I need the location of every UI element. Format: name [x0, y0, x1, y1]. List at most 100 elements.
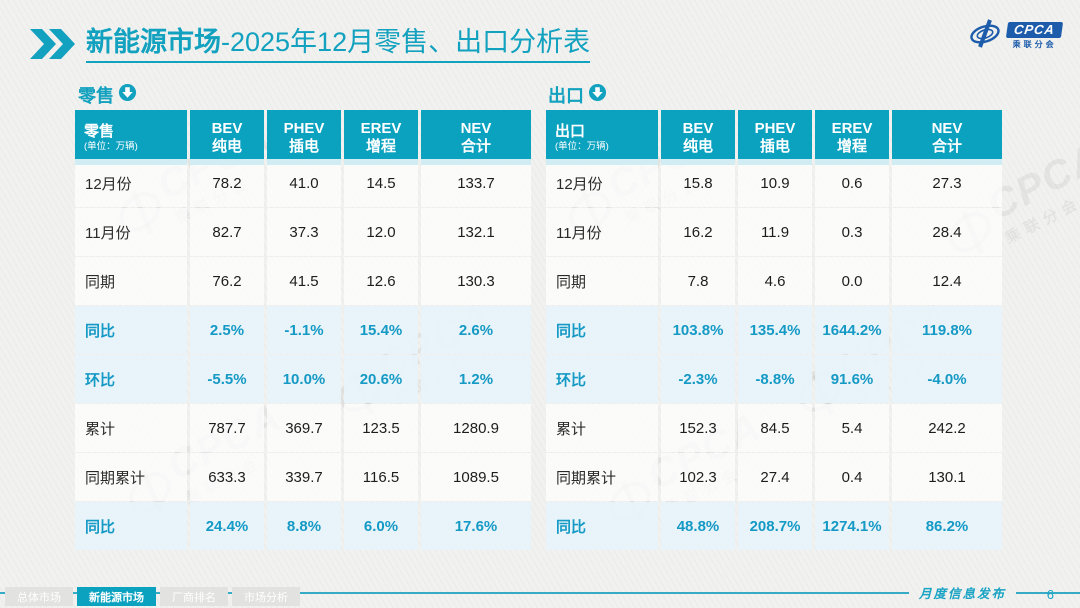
column-header: NEV 合计 — [421, 110, 531, 165]
row-label: 同比 — [75, 502, 187, 550]
cell-value: 0.3 — [815, 208, 889, 256]
column-header: BEV 纯电 — [661, 110, 735, 165]
footer-tab-新能源市场[interactable]: 新能源市场 — [77, 587, 156, 606]
row-label: 同期 — [546, 257, 658, 305]
column-header: BEV 纯电 — [190, 110, 264, 165]
cell-value: 11.9 — [738, 208, 812, 256]
cell-value: 6.0% — [344, 502, 418, 550]
cell-value: 17.6% — [421, 502, 531, 550]
cell-value: 123.5 — [344, 404, 418, 452]
page-title-rest: -2025年12月零售、出口分析表 — [221, 27, 591, 57]
cell-value: 339.7 — [267, 453, 341, 501]
cell-value: 15.8 — [661, 159, 735, 207]
cell-value: 82.7 — [190, 208, 264, 256]
page-number: 6 — [1046, 587, 1054, 602]
cell-value: 37.3 — [267, 208, 341, 256]
footer-nav-tabs: 总体市场 新能源市场 厂商排名 市场分析 — [5, 587, 300, 606]
column-header: PHEV 插电 — [267, 110, 341, 165]
cpca-logo: CPCA 乘联分会 — [967, 18, 1064, 53]
export-section-title: 出口 — [548, 86, 584, 106]
cell-value: 119.8% — [892, 306, 1002, 354]
row-label: 同期累计 — [75, 453, 187, 501]
export-table: 出口 (单位：万辆) BEV 纯电 PHEV 插电 EREV 增程 NEV 合计 12月份 15.8 1… — [546, 110, 1002, 550]
page-title: 新能源市场-2025年12月零售、出口分析表 — [86, 26, 591, 63]
row-label: 同比 — [75, 306, 187, 354]
row-label: 累计 — [546, 404, 658, 452]
cell-value: -5.5% — [190, 355, 264, 403]
cell-value: 133.7 — [421, 159, 531, 207]
row-label: 环比 — [75, 355, 187, 403]
column-header: EREV 增程 — [815, 110, 889, 165]
cell-value: 152.3 — [661, 404, 735, 452]
cell-value: 787.7 — [190, 404, 264, 452]
footer-rule: 月度信息发布 — [0, 583, 1080, 602]
cell-value: 86.2% — [892, 502, 1002, 550]
publication-label: 月度信息发布 — [918, 587, 1006, 601]
cell-value: 48.8% — [661, 502, 735, 550]
cell-value: 4.6 — [738, 257, 812, 305]
retail-section-title: 零售 — [78, 86, 114, 106]
cell-value: -4.0% — [892, 355, 1002, 403]
cell-value: 633.3 — [190, 453, 264, 501]
circle-down-arrow-icon — [588, 83, 607, 107]
cell-value: 1280.9 — [421, 404, 531, 452]
cell-value: 41.5 — [267, 257, 341, 305]
row-label: 同期 — [75, 257, 187, 305]
cell-value: -8.8% — [738, 355, 812, 403]
cell-value: -2.3% — [661, 355, 735, 403]
footer-tab-总体市场[interactable]: 总体市场 — [5, 587, 73, 606]
cell-value: 130.1 — [892, 453, 1002, 501]
footer-tab-厂商排名[interactable]: 厂商排名 — [160, 587, 228, 606]
page-title-emphasis: 新能源市场 — [86, 27, 221, 57]
cell-value: 84.5 — [738, 404, 812, 452]
cell-value: -1.1% — [267, 306, 341, 354]
row-label: 环比 — [546, 355, 658, 403]
cell-value: 20.6% — [344, 355, 418, 403]
column-header: EREV 增程 — [344, 110, 418, 165]
cell-value: 208.7% — [738, 502, 812, 550]
cell-value: 15.4% — [344, 306, 418, 354]
cell-value: 10.9 — [738, 159, 812, 207]
cell-value: 78.2 — [190, 159, 264, 207]
row-label: 同比 — [546, 306, 658, 354]
cell-value: 135.4% — [738, 306, 812, 354]
cell-value: 130.3 — [421, 257, 531, 305]
row-label: 12月份 — [75, 159, 187, 207]
cell-value: 0.4 — [815, 453, 889, 501]
cell-value: 7.8 — [661, 257, 735, 305]
column-header: PHEV 插电 — [738, 110, 812, 165]
cell-value: 242.2 — [892, 404, 1002, 452]
cell-value: 12.6 — [344, 257, 418, 305]
cell-value: 28.4 — [892, 208, 1002, 256]
row-label: 11月份 — [546, 208, 658, 256]
row-label: 同比 — [546, 502, 658, 550]
cell-value: 27.3 — [892, 159, 1002, 207]
cell-value: 1644.2% — [815, 306, 889, 354]
cell-value: 8.8% — [267, 502, 341, 550]
cell-value: 41.0 — [267, 159, 341, 207]
double-chevron-right-icon — [30, 29, 76, 64]
cell-value: 132.1 — [421, 208, 531, 256]
export-section-label: 出口 — [548, 82, 607, 108]
cell-value: 10.0% — [267, 355, 341, 403]
table-corner-header: 零售 (单位：万辆) — [75, 110, 187, 165]
table-corner-header: 出口 (单位：万辆) — [546, 110, 658, 165]
cell-value: 76.2 — [190, 257, 264, 305]
row-label: 累计 — [75, 404, 187, 452]
column-header: NEV 合计 — [892, 110, 1002, 165]
cell-value: 369.7 — [267, 404, 341, 452]
footer-tab-市场分析[interactable]: 市场分析 — [232, 587, 300, 606]
footer-rule-left — [0, 591, 909, 594]
row-label: 12月份 — [546, 159, 658, 207]
cell-value: 116.5 — [344, 453, 418, 501]
cell-value: 16.2 — [661, 208, 735, 256]
cell-value: 12.0 — [344, 208, 418, 256]
cell-value: 27.4 — [738, 453, 812, 501]
retail-table: 零售 (单位：万辆) BEV 纯电 PHEV 插电 EREV 增程 NEV 合计 12月份 78.2 4… — [75, 110, 531, 550]
cell-value: 0.0 — [815, 257, 889, 305]
cell-value: 1.2% — [421, 355, 531, 403]
cell-value: 0.6 — [815, 159, 889, 207]
row-label: 同期累计 — [546, 453, 658, 501]
cell-value: 5.4 — [815, 404, 889, 452]
cell-value: 24.4% — [190, 502, 264, 550]
